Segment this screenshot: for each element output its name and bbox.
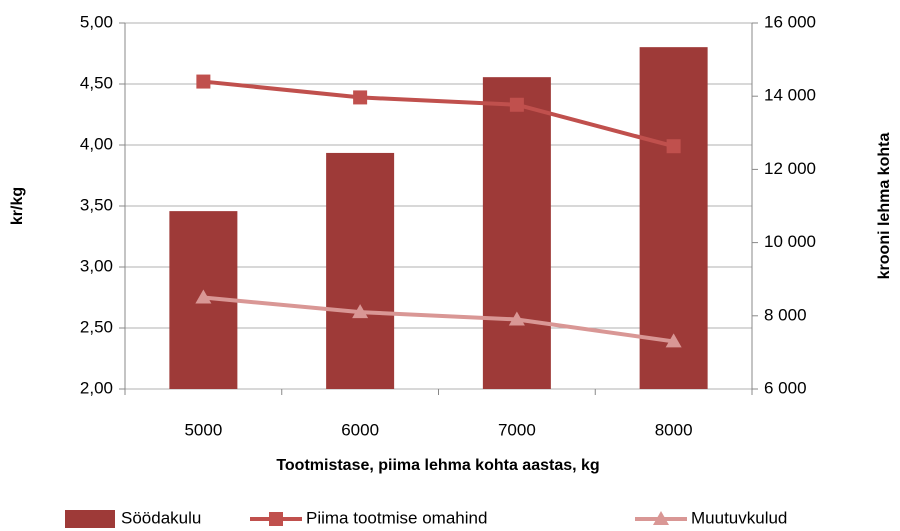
y2-tick-label: 6 000: [764, 378, 807, 397]
x-axis-title: Tootmistase, piima lehma kohta aastas, k…: [276, 457, 599, 474]
bar: [482, 77, 551, 389]
legend-label: Piima tootmise omahind: [306, 508, 487, 527]
line-marker: [196, 74, 211, 89]
x-tick-label: 5000: [184, 420, 222, 439]
line-marker: [353, 90, 368, 105]
line: [203, 79, 675, 149]
y2-tick-label: 14 000: [764, 86, 816, 105]
y-tick-label: 4,50: [80, 73, 113, 92]
x-tick-label: 8000: [655, 420, 693, 439]
legend-label: Muutuvkulud: [691, 508, 787, 527]
y2-tick-label: 12 000: [764, 159, 816, 178]
line-marker: [508, 311, 525, 326]
line-marker: [195, 289, 212, 304]
y-tick-label: 2,50: [80, 317, 113, 336]
y-tick-label: 3,50: [80, 195, 113, 214]
line-marker: [666, 139, 681, 154]
line-marker: [509, 97, 524, 112]
y-tick-label: 4,00: [80, 134, 113, 153]
y-axis-title: kr/kg: [9, 187, 26, 225]
legend-marker: [653, 511, 669, 525]
line-marker: [352, 304, 369, 319]
bar: [639, 47, 708, 389]
legend-marker: [269, 512, 283, 526]
y-tick-label: 3,00: [80, 256, 113, 275]
x-tick-label: 6000: [341, 420, 379, 439]
x-tick-label: 7000: [498, 420, 536, 439]
y2-tick-label: 16 000: [764, 12, 816, 31]
y2-tick-label: 8 000: [764, 305, 807, 324]
y2-tick-label: 10 000: [764, 232, 816, 251]
legend-label: Söödakulu: [121, 508, 201, 527]
y-tick-label: 5,00: [80, 12, 113, 31]
line-marker: [665, 333, 682, 348]
line: [203, 295, 674, 344]
bar: [326, 152, 395, 389]
y-tick-label: 2,00: [80, 378, 113, 397]
y2-axis-title: krooni lehma kohta: [876, 133, 893, 280]
legend-swatch: [65, 510, 115, 528]
